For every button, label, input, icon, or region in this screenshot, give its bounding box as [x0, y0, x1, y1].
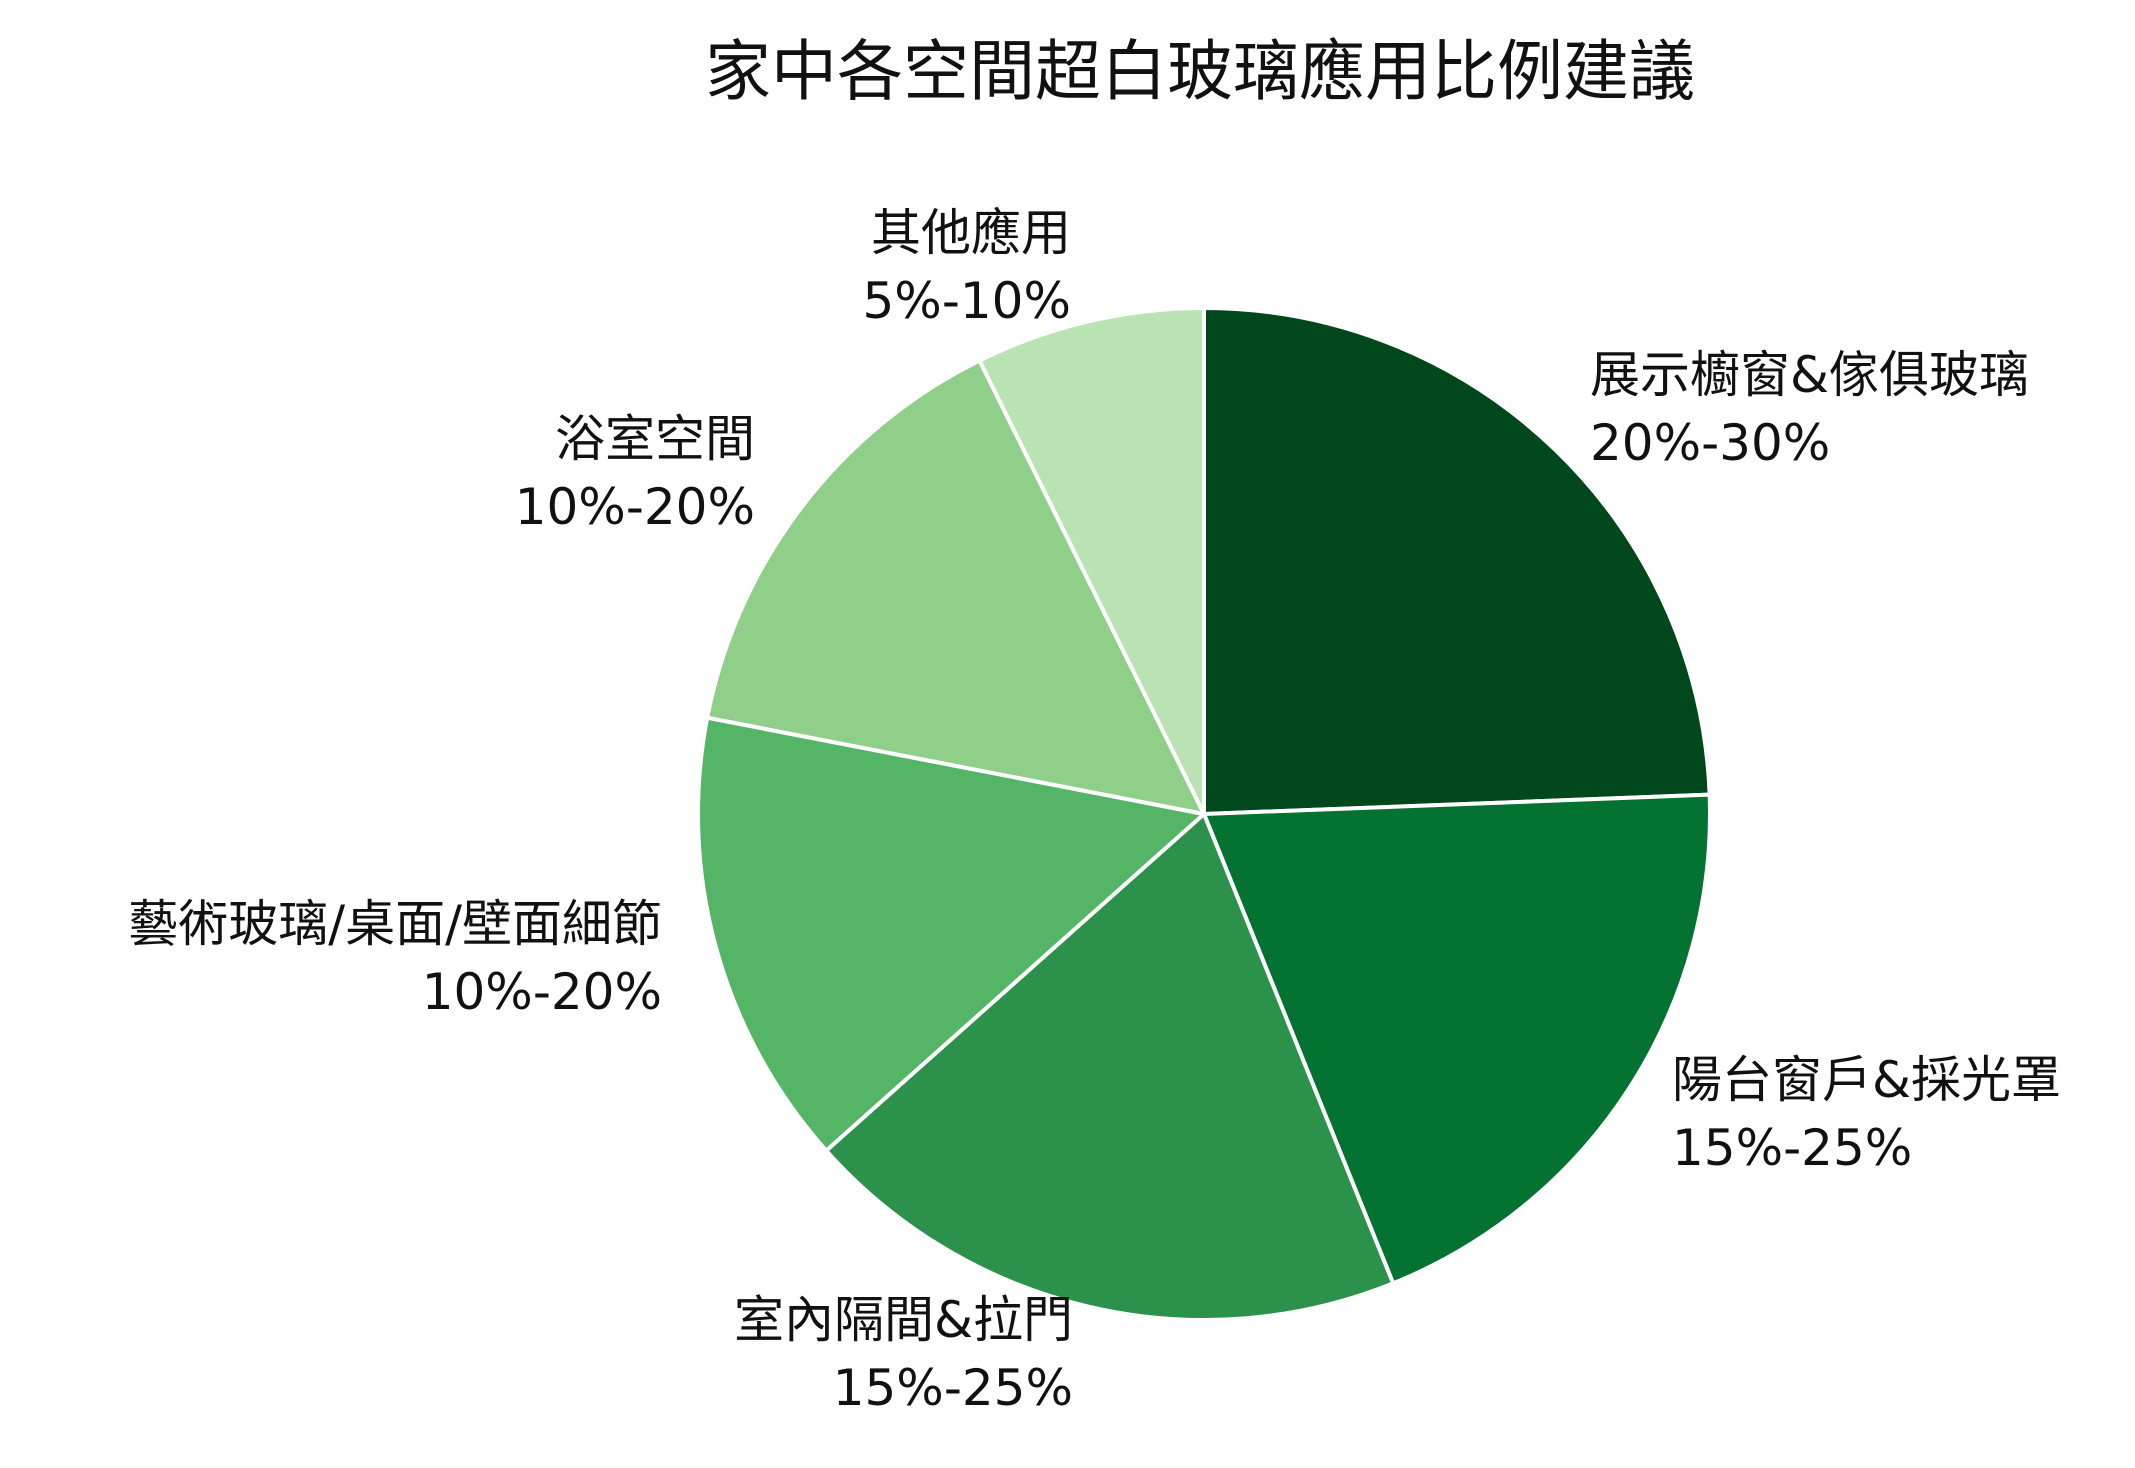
slice-label-3: 室內隔間&拉門 — [734, 1291, 1073, 1349]
pie-slice-3 — [824, 812, 1396, 1322]
pie-slice-5 — [705, 358, 1206, 816]
chart-title: 家中各空間超白玻璃應用比例建議 — [705, 33, 1695, 110]
pie-slice-1 — [1202, 306, 1712, 816]
pie-slice-2 — [1202, 792, 1712, 1286]
slice-label-1: 展示櫥窗&傢俱玻璃 — [1590, 346, 2029, 404]
pie-labels: 展示櫥窗&傢俱玻璃 20%-30% 陽台窗戶&採光罩 15%-25% 室內隔間&拉門 15… — [128, 204, 2061, 1417]
slice-range-label-1: 20%-30% — [1590, 414, 1830, 472]
slice-range-label-3: 15%-25% — [833, 1359, 1073, 1417]
slice-label-2: 陽台窗戶&採光罩 — [1672, 1051, 2061, 1109]
slice-range-label-5: 10%-20% — [515, 478, 755, 536]
pie-slices — [696, 306, 1712, 1322]
slice-label-4: 藝術玻璃/桌面/壁面細節 — [128, 895, 662, 953]
pie-slice-6 — [977, 306, 1206, 816]
slice-range-label-2: 15%-25% — [1672, 1119, 1912, 1177]
slice-label-6: 其他應用 — [871, 204, 1071, 262]
slice-range-label-6: 5%-10% — [863, 272, 1072, 330]
slice-label-5: 浴室空間 — [555, 410, 755, 468]
slice-range-label-4: 10%-20% — [422, 963, 662, 1021]
pie-slice-4 — [696, 715, 1206, 1153]
